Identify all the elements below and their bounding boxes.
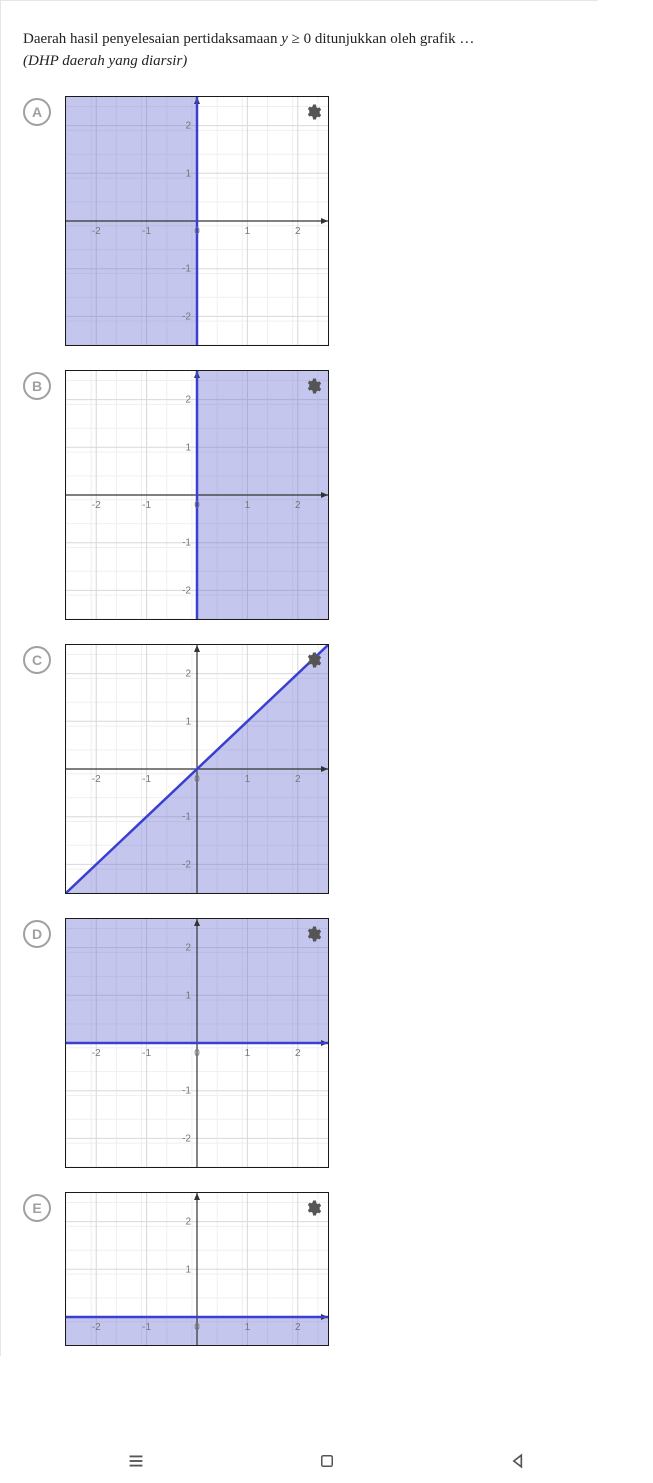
svg-text:-1: -1 xyxy=(182,811,191,822)
svg-text:1: 1 xyxy=(185,990,191,1001)
svg-text:0: 0 xyxy=(194,1322,200,1333)
svg-text:2: 2 xyxy=(185,668,191,679)
svg-text:-1: -1 xyxy=(142,1322,151,1333)
settings-gear-icon[interactable] xyxy=(304,103,322,121)
svg-text:2: 2 xyxy=(295,774,301,785)
option-row: E-2-1012-2-112 xyxy=(23,1192,574,1346)
nav-back-button[interactable] xyxy=(500,1443,536,1479)
chart-option-d[interactable]: -2 -1 0 1 2 -2 -1 1 2 xyxy=(65,918,329,1168)
svg-text:-1: -1 xyxy=(142,226,151,237)
svg-text:1: 1 xyxy=(185,168,191,179)
svg-text:2: 2 xyxy=(295,226,301,237)
menu-icon xyxy=(125,1450,147,1472)
svg-text:2: 2 xyxy=(295,1322,301,1333)
svg-text:1: 1 xyxy=(185,442,191,453)
svg-text:-2: -2 xyxy=(92,1048,101,1059)
android-navbar xyxy=(0,1439,653,1483)
square-icon xyxy=(318,1452,336,1470)
option-row: B -2 -1 0 1 2 -2 -1 1 2 xyxy=(23,370,574,620)
options-list: A -2 -1 0 1 2 -2 -1 1 2 B -2 -1 0 1 2 -2 -1 1 2 C -2 -1 0 1 2 -2 -1… xyxy=(23,96,574,1356)
settings-gear-icon[interactable] xyxy=(304,1199,322,1217)
svg-text:1: 1 xyxy=(245,774,251,785)
svg-text:-2: -2 xyxy=(182,1133,191,1144)
svg-text:2: 2 xyxy=(185,394,191,405)
chart-option-c[interactable]: -2 -1 0 1 2 -2 -1 1 2 xyxy=(65,644,329,894)
svg-text:-2: -2 xyxy=(92,500,101,511)
svg-text:2: 2 xyxy=(185,942,191,953)
question-main: Daerah hasil penyelesaian pertidaksamaan… xyxy=(23,31,474,47)
option-badge-e[interactable]: E xyxy=(23,1194,51,1222)
svg-text:1: 1 xyxy=(185,1264,191,1275)
settings-gear-icon[interactable] xyxy=(304,377,322,395)
nav-menu-button[interactable] xyxy=(118,1443,154,1479)
option-row: A -2 -1 0 1 2 -2 -1 1 2 xyxy=(23,96,574,346)
svg-text:-1: -1 xyxy=(182,1085,191,1096)
svg-text:2: 2 xyxy=(185,120,191,131)
svg-text:-2: -2 xyxy=(92,1322,101,1333)
svg-text:-1: -1 xyxy=(142,1048,151,1059)
svg-text:2: 2 xyxy=(295,1048,301,1059)
svg-text:1: 1 xyxy=(245,1048,251,1059)
chart-option-b[interactable]: -2 -1 0 1 2 -2 -1 1 2 xyxy=(65,370,329,620)
svg-text:-1: -1 xyxy=(142,500,151,511)
chart-option-e[interactable]: -2-1012-2-112 xyxy=(65,1192,329,1346)
question-text: Daerah hasil penyelesaian pertidaksamaan… xyxy=(23,29,574,72)
svg-text:-2: -2 xyxy=(92,774,101,785)
svg-text:0: 0 xyxy=(194,500,200,511)
option-badge-a[interactable]: A xyxy=(23,98,51,126)
svg-text:1: 1 xyxy=(245,500,251,511)
svg-text:2: 2 xyxy=(185,1216,191,1227)
option-row: D -2 -1 0 1 2 -2 -1 1 2 xyxy=(23,918,574,1168)
back-triangle-icon xyxy=(508,1451,528,1471)
svg-text:-2: -2 xyxy=(182,311,191,322)
question-sub: (DHP daerah yang diarsir) xyxy=(23,51,574,71)
svg-text:0: 0 xyxy=(194,774,200,785)
nav-home-button[interactable] xyxy=(309,1443,345,1479)
option-badge-d[interactable]: D xyxy=(23,920,51,948)
svg-text:1: 1 xyxy=(245,226,251,237)
option-badge-b[interactable]: B xyxy=(23,372,51,400)
svg-text:0: 0 xyxy=(194,226,200,237)
question-page: Daerah hasil penyelesaian pertidaksamaan… xyxy=(0,0,598,1356)
settings-gear-icon[interactable] xyxy=(304,651,322,669)
svg-text:1: 1 xyxy=(185,716,191,727)
svg-text:0: 0 xyxy=(194,1048,200,1059)
svg-text:-2: -2 xyxy=(182,859,191,870)
svg-text:-1: -1 xyxy=(182,263,191,274)
svg-text:-2: -2 xyxy=(182,585,191,596)
svg-text:-1: -1 xyxy=(142,774,151,785)
chart-option-a[interactable]: -2 -1 0 1 2 -2 -1 1 2 xyxy=(65,96,329,346)
svg-text:-1: -1 xyxy=(182,537,191,548)
svg-text:1: 1 xyxy=(245,1322,251,1333)
settings-gear-icon[interactable] xyxy=(304,925,322,943)
svg-text:2: 2 xyxy=(295,500,301,511)
option-badge-c[interactable]: C xyxy=(23,646,51,674)
svg-text:-2: -2 xyxy=(92,226,101,237)
option-row: C -2 -1 0 1 2 -2 -1 1 2 xyxy=(23,644,574,894)
